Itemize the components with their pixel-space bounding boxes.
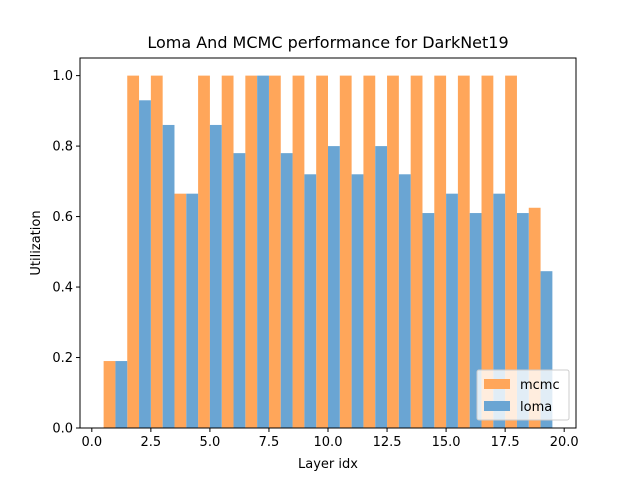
bar-mcmc-7 [268,75,281,429]
bar-mcmc-18 [528,207,541,428]
y-axis-title: Utilization [29,210,44,275]
legend-swatch-loma [484,401,510,411]
bar-loma-11 [375,146,388,428]
x-tick-label: 7.5 [259,435,280,450]
x-tick-label: 15.0 [432,435,461,450]
bar-mcmc-11 [363,75,376,429]
bar-loma-6 [257,75,269,429]
bar-mcmc-2 [150,75,163,429]
y-tick-label: 1.0 [52,69,73,84]
x-tick-label: 2.5 [141,435,162,450]
bar-loma-18 [540,271,553,428]
bar-loma-3 [186,193,199,428]
bar-loma-17 [516,213,529,428]
bar-mcmc-9 [316,75,328,429]
legend: mcmc loma [476,369,570,421]
bar-mcmc-16 [481,75,494,429]
bar-loma-15 [469,213,482,428]
bar-mcmc-13 [410,75,423,429]
bar-loma-16 [493,193,506,428]
y-tick-label: 0.4 [52,281,73,296]
bar-mcmc-0 [103,361,116,428]
y-axis: 0.0 0.2 0.4 0.6 0.8 1.0 [52,69,80,437]
legend-swatch-mcmc [484,379,510,389]
bars-layer [103,75,553,429]
bar-loma-12 [398,174,411,428]
x-tick-label: 10.0 [314,435,343,450]
bar-mcmc-3 [174,193,187,428]
bar-loma-13 [422,213,435,428]
bar-mcmc-12 [387,75,399,429]
x-tick-label: 5.0 [200,435,221,450]
bar-mcmc-14 [434,75,447,429]
bar-mcmc-1 [127,75,140,429]
y-tick-label: 0.2 [52,351,73,366]
x-axis: 0.0 2.5 5.0 7.5 10.0 12.5 15.0 17.5 20.0 [81,428,579,450]
x-tick-label: 17.5 [491,435,520,450]
x-tick-label: 20.0 [550,435,579,450]
bar-mcmc-4 [198,75,210,429]
bar-loma-8 [304,174,317,428]
bar-loma-2 [162,124,175,428]
y-tick-label: 0.6 [52,210,73,225]
bar-loma-4 [209,124,222,428]
chart-title: Loma And MCMC performance for DarkNet19 [147,33,508,52]
bar-loma-7 [280,153,293,428]
bar-loma-10 [351,174,364,428]
y-tick-label: 0.0 [52,422,73,437]
bar-mcmc-17 [505,75,517,429]
bar-mcmc-15 [457,75,470,429]
y-tick-label: 0.8 [52,140,73,155]
bar-mcmc-5 [221,75,234,429]
bar-loma-1 [139,100,151,428]
x-axis-title: Layer idx [298,457,358,472]
bar-loma-0 [115,361,128,428]
bar-loma-14 [446,193,458,428]
legend-label-mcmc: mcmc [520,378,560,393]
bar-loma-9 [328,146,340,428]
legend-label-loma: loma [520,400,552,415]
x-tick-label: 12.5 [373,435,402,450]
bar-mcmc-10 [339,75,352,429]
bar-mcmc-8 [292,75,305,429]
bar-loma-5 [233,153,246,428]
x-tick-label: 0.0 [81,435,102,450]
bar-mcmc-6 [245,75,258,429]
